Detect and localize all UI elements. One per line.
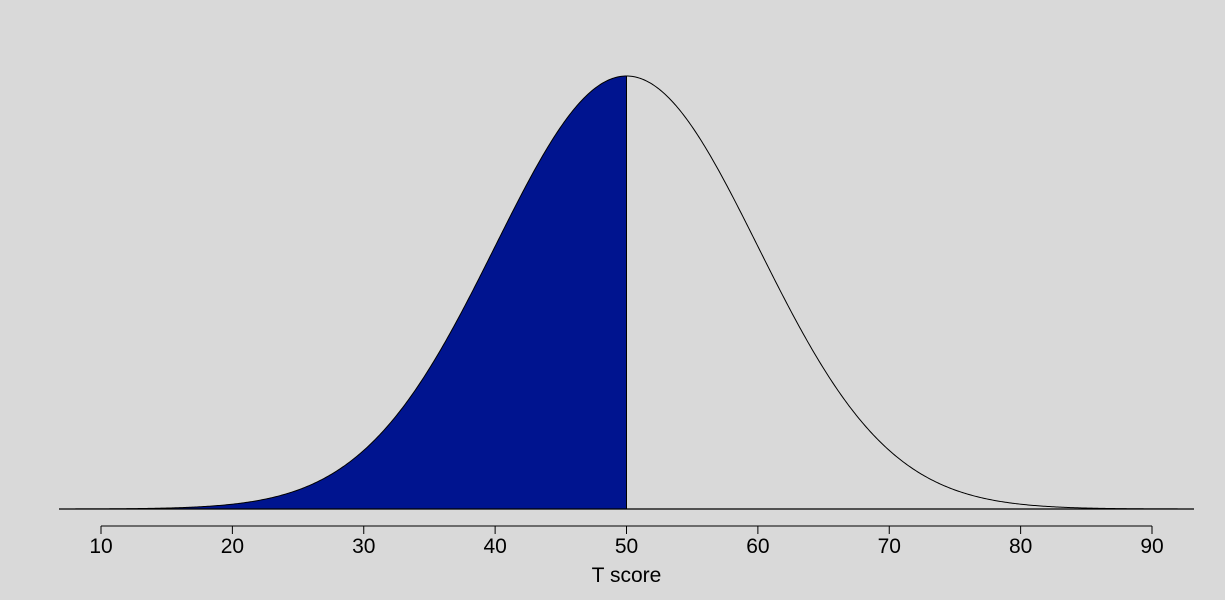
x-tick-label: 30 bbox=[352, 535, 375, 558]
shaded-area bbox=[101, 76, 627, 509]
x-tick-label: 20 bbox=[221, 535, 244, 558]
x-tick-label: 10 bbox=[89, 535, 112, 558]
x-tick-label: 70 bbox=[878, 535, 901, 558]
plot-area bbox=[59, 75, 1194, 510]
x-axis: 10 20 30 40 50 60 70 80 90 bbox=[89, 525, 1164, 558]
x-tick-label: 40 bbox=[483, 535, 506, 558]
x-tick-label: 90 bbox=[1140, 535, 1163, 558]
x-tick-label: 50 bbox=[615, 535, 638, 558]
x-tick-label: 60 bbox=[746, 535, 769, 558]
x-tick-label: 80 bbox=[1009, 535, 1032, 558]
x-axis-title: T score bbox=[592, 564, 662, 587]
